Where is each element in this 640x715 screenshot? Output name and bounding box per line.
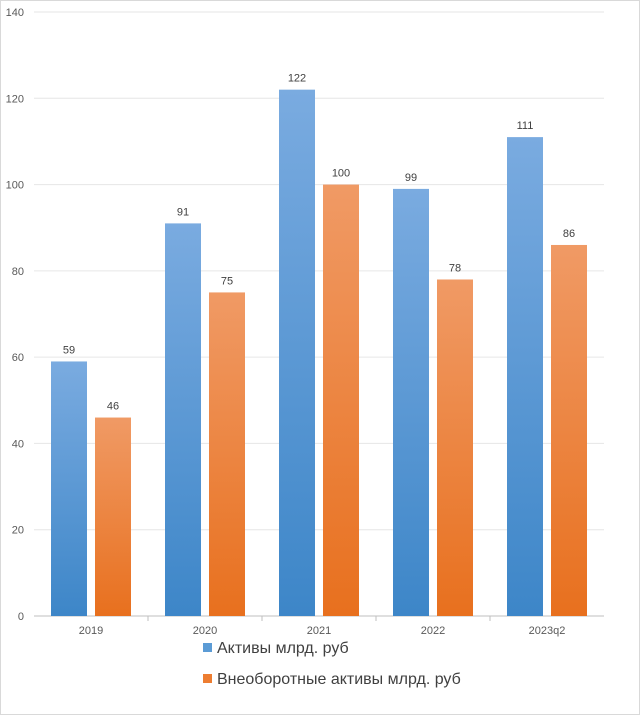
legend-swatch (203, 674, 212, 683)
x-tick-label: 2022 (421, 625, 445, 637)
data-labels: 59 46 91 75 122 100 99 78 111 86 (63, 73, 575, 413)
y-tick-label: 140 (6, 7, 24, 19)
legend-label: Внеоборотные активы млрд. руб (217, 671, 461, 688)
axes: 0 20 40 60 80 100 120 140 2019 2020 2021 2022 2023q2 (6, 7, 604, 637)
y-tick-label: 40 (12, 438, 24, 450)
bar-assets (393, 188, 429, 616)
y-tick-label: 60 (12, 352, 24, 364)
y-tick-label: 100 (6, 180, 24, 192)
data-label: 100 (332, 168, 350, 180)
bar-assets (165, 223, 201, 616)
data-label: 75 (221, 275, 233, 287)
legend-swatch (203, 643, 212, 652)
y-tick-label: 0 (18, 611, 24, 623)
data-label: 46 (107, 401, 119, 413)
bar-noncurrent-assets (323, 184, 359, 617)
data-label: 78 (449, 262, 461, 274)
y-tick-label: 20 (12, 525, 24, 537)
x-tick-label: 2023q2 (529, 625, 566, 637)
bar-assets (279, 89, 315, 616)
legend: Активы млрд. руб Внеоборотные активы млрд… (203, 640, 461, 688)
data-label: 122 (288, 73, 306, 85)
data-label: 99 (405, 172, 417, 184)
data-label: 111 (517, 120, 534, 132)
bar-noncurrent-assets (209, 292, 245, 616)
bar-noncurrent-assets (95, 417, 131, 616)
bar-assets (51, 361, 87, 616)
data-label: 59 (63, 344, 75, 356)
bar-assets (507, 137, 543, 616)
x-tick-label: 2021 (307, 625, 331, 637)
bar-noncurrent-assets (437, 279, 473, 616)
legend-label: Активы млрд. руб (217, 640, 349, 657)
y-tick-label: 120 (6, 93, 24, 105)
bar-noncurrent-assets (551, 244, 587, 616)
x-tick-label: 2019 (79, 625, 103, 637)
x-tick-label: 2020 (193, 625, 217, 637)
bars (51, 89, 587, 617)
y-tick-label: 80 (12, 266, 24, 278)
data-label: 86 (563, 228, 575, 240)
data-label: 91 (177, 206, 189, 218)
